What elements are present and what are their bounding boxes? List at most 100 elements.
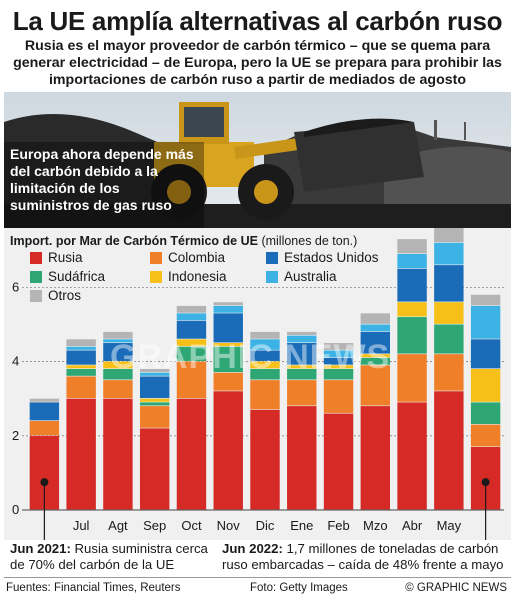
legend-swatch xyxy=(30,251,42,264)
x-tick-label: May xyxy=(437,518,462,533)
bar-segment xyxy=(360,331,391,354)
bar-segment xyxy=(360,313,391,324)
legend-label: Indonesia xyxy=(168,269,227,284)
legend-item: Otros xyxy=(30,288,81,303)
bar-segment xyxy=(323,343,354,350)
footer-copyright: © GRAPHIC NEWS xyxy=(405,582,507,594)
bar-segment xyxy=(470,305,501,339)
x-tick-label: Nov xyxy=(217,518,241,533)
bar-segment xyxy=(213,372,243,391)
chart-title-main: Import. por Mar de Carbón Térmico de UE xyxy=(10,234,258,248)
y-tick-label: 6 xyxy=(12,279,19,294)
chart-panel: 0 2 4 6 Jul Agt Sep Oct Nov Dic Ene Feb Mzo Abr May Im… xyxy=(4,228,511,540)
legend-swatch xyxy=(30,270,42,283)
page-title: La UE amplía alternativas al carbón ruso xyxy=(12,6,503,36)
y-tick-label: 4 xyxy=(12,354,19,369)
bar-segment xyxy=(470,339,501,369)
bar-segment xyxy=(176,305,207,313)
coal-loader-photo: Europa ahora depende más del carbón debi… xyxy=(4,92,511,228)
x-tick-label: Agt xyxy=(108,518,128,533)
bar-segment xyxy=(139,428,170,510)
x-tick-label: Feb xyxy=(327,518,349,533)
bar-segment xyxy=(213,302,243,306)
bar-segment xyxy=(213,305,243,313)
watermark: GRAPHIC NEWS xyxy=(110,338,391,376)
bar-segment xyxy=(139,369,170,373)
bar-segment xyxy=(103,398,133,510)
bar-segment xyxy=(323,413,354,510)
legend-label: Sudáfrica xyxy=(48,269,106,284)
bar-segment xyxy=(66,365,96,369)
legend-label: Colombia xyxy=(168,250,226,265)
legend-swatch xyxy=(150,251,162,264)
bar-segment xyxy=(323,365,354,369)
legend-swatch xyxy=(266,251,278,264)
bar-segment xyxy=(103,343,133,361)
bar-segment xyxy=(250,380,280,410)
bar-segment xyxy=(139,376,170,399)
x-tick-label: Sep xyxy=(143,518,166,533)
bar-segment xyxy=(213,391,243,510)
bar-segment xyxy=(397,239,427,254)
bar-segment xyxy=(103,339,133,343)
bar-segment xyxy=(139,406,170,428)
legend-swatch xyxy=(30,289,42,302)
x-tick-label: Ene xyxy=(290,518,313,533)
bar-segment xyxy=(360,357,391,365)
note-left-text: Rusia suministra cerca de 70% del carbón… xyxy=(10,541,208,572)
legend-swatch xyxy=(150,270,162,283)
bar-segment xyxy=(323,380,354,413)
bar-segment xyxy=(139,372,170,376)
bar-segment xyxy=(434,265,464,302)
bar-segment xyxy=(470,294,501,306)
note-right-text: 1,7 millones de toneladas de carbón ruso… xyxy=(222,541,504,572)
legend-item: Australia xyxy=(266,269,337,284)
chart-legend: Rusia Colombia Estados Unidos Sudáfrica Indo… xyxy=(30,250,410,310)
x-tick-label: Oct xyxy=(181,518,202,533)
bar-segment xyxy=(397,268,427,302)
bar-segment xyxy=(213,346,243,373)
bar-segment xyxy=(250,350,280,361)
bar-segment xyxy=(397,402,427,510)
bar-segment xyxy=(66,346,96,350)
x-tick-label: Abr xyxy=(402,518,423,533)
bar-segment xyxy=(360,406,391,510)
bar-segment xyxy=(213,313,243,343)
photo-caption: Europa ahora depende más del carbón debi… xyxy=(10,146,194,213)
bar-segment xyxy=(139,398,170,402)
bar-segment xyxy=(250,339,280,350)
legend-label: Australia xyxy=(284,269,337,284)
bar-segment xyxy=(434,391,464,510)
x-tick-label: Dic xyxy=(256,518,275,533)
bar-segment xyxy=(213,343,243,347)
bar-segment xyxy=(103,331,133,339)
legend-item: Indonesia xyxy=(150,269,227,284)
bar-segment xyxy=(29,420,60,436)
legend-label: Estados Unidos xyxy=(284,250,379,265)
bar-segment xyxy=(360,365,391,406)
bar-segment xyxy=(250,409,280,510)
bar-segment xyxy=(66,398,96,510)
bar-segment xyxy=(250,361,280,369)
bar-segment xyxy=(176,346,207,361)
footer-sources: Fuentes: Financial Times, Reuters xyxy=(6,582,181,594)
bar-segment xyxy=(360,354,391,358)
y-tick-label: 2 xyxy=(12,428,19,443)
bar-segment xyxy=(29,398,60,402)
bar-segment xyxy=(103,369,133,380)
bar-segment xyxy=(323,350,354,358)
bar-segment xyxy=(470,424,501,447)
coal-loader-illustration xyxy=(4,92,511,228)
bar-segment xyxy=(323,369,354,380)
bar-segment xyxy=(103,380,133,399)
note-left-label: Jun 2021: xyxy=(10,541,71,556)
bar-segment xyxy=(176,361,207,399)
bar-segment xyxy=(287,343,317,365)
footer-divider xyxy=(4,577,511,578)
bar-segment xyxy=(176,320,207,339)
bar-segment xyxy=(287,380,317,406)
legend-label: Rusia xyxy=(48,250,83,265)
bar-segment xyxy=(66,369,96,376)
bar-segment xyxy=(250,331,280,339)
x-tick-label: Jul xyxy=(73,518,90,533)
